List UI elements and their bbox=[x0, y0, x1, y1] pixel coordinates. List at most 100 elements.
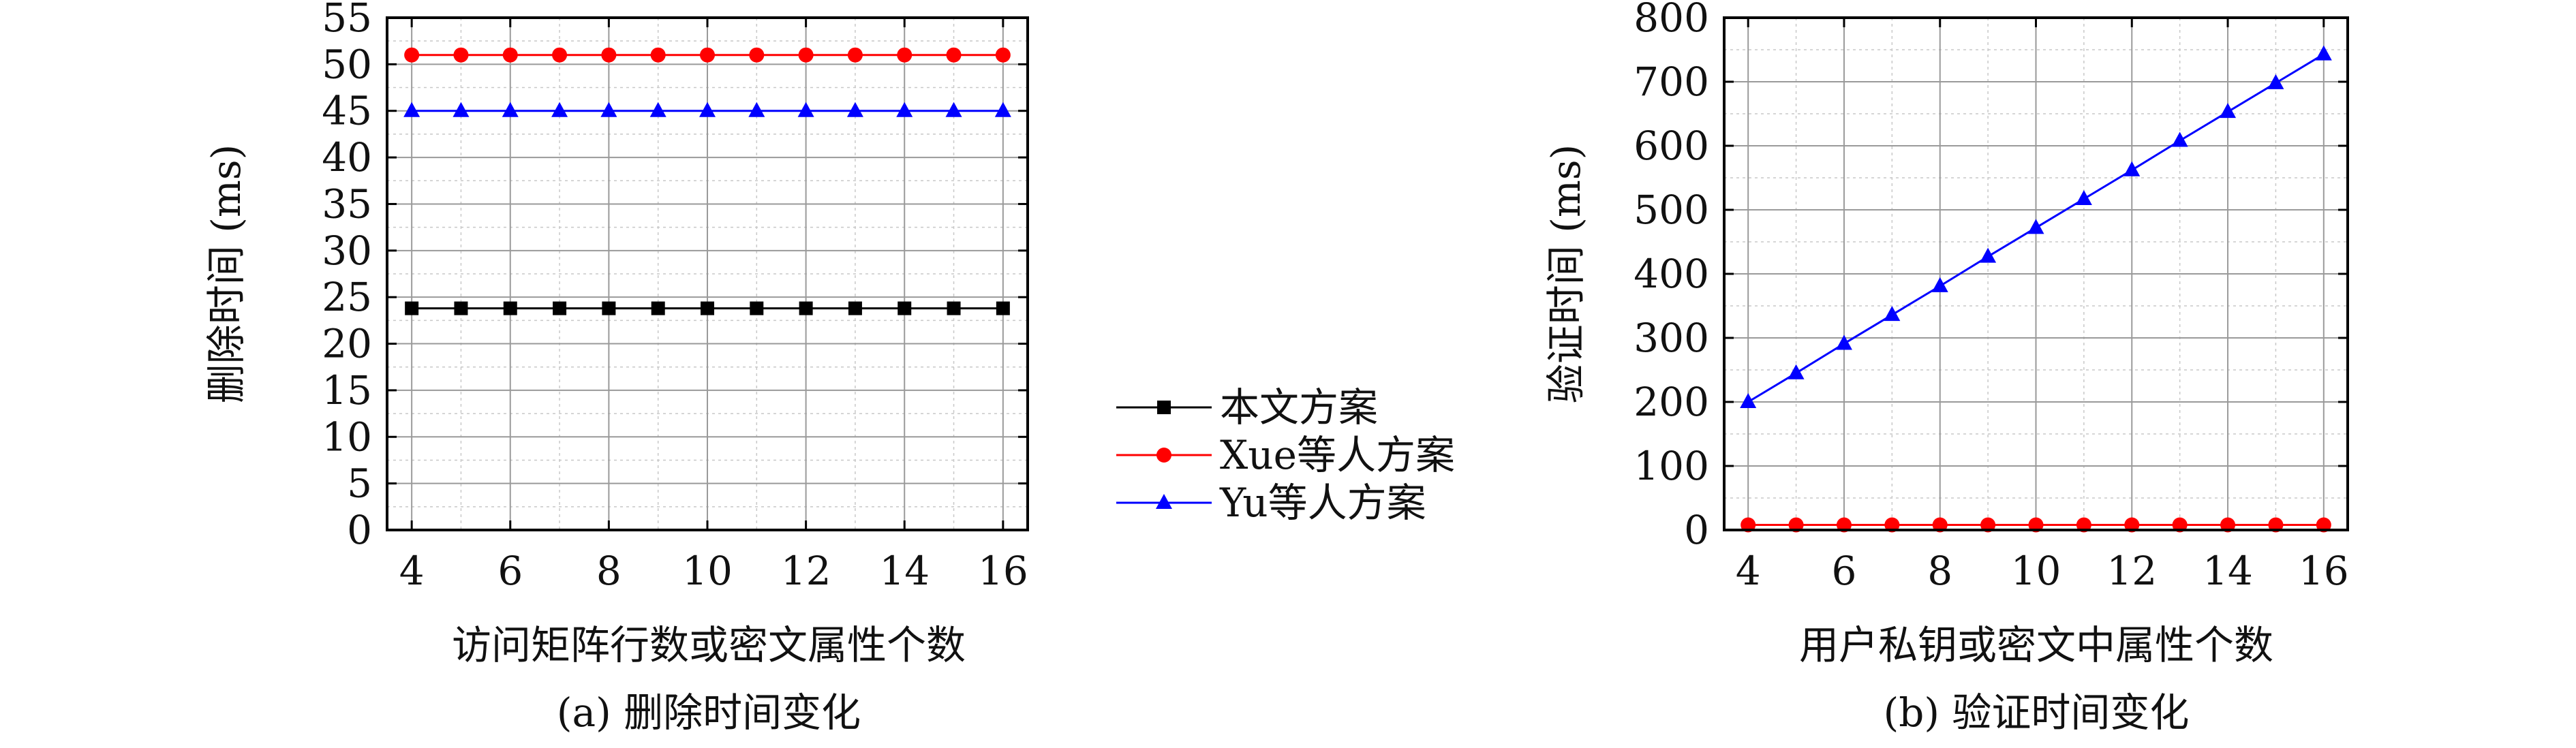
series-1 bbox=[1740, 45, 2332, 408]
y-tick-label: 0 bbox=[1684, 507, 1709, 553]
data-point bbox=[502, 102, 519, 117]
data-point bbox=[1788, 517, 1804, 533]
data-point bbox=[551, 102, 568, 117]
panel-a-delete-time: 4 6 8 10 12 14 160510152025303540455055访问矩阵行数或… bbox=[203, 0, 1029, 736]
data-point bbox=[995, 47, 1011, 63]
x-tick-label: 6 bbox=[1832, 548, 1857, 594]
data-point bbox=[798, 47, 814, 63]
data-point bbox=[749, 47, 765, 63]
y-tick-label: 30 bbox=[322, 228, 372, 274]
data-point bbox=[1931, 277, 1948, 292]
x-tick-label: 10 bbox=[682, 548, 733, 594]
y-tick-label: 25 bbox=[322, 274, 372, 320]
plot-frame bbox=[1723, 16, 2349, 531]
data-point bbox=[649, 102, 666, 117]
y-tick-label: 700 bbox=[1634, 59, 1709, 105]
data-point bbox=[2220, 103, 2237, 119]
data-point bbox=[701, 301, 714, 315]
y-tick-label: 15 bbox=[322, 367, 372, 414]
data-point bbox=[1836, 517, 1852, 533]
data-point bbox=[600, 102, 617, 117]
data-point bbox=[2316, 517, 2331, 533]
data-point bbox=[601, 47, 617, 63]
panel-caption: (b) 验证时间变化 bbox=[1884, 689, 2190, 736]
data-point bbox=[602, 301, 616, 315]
legend-marker bbox=[1157, 401, 1171, 414]
panel-b-verify-time: 4 6 8 10 12 14 16 0 100 200 300 400 500 600 700 800 用户私钥… bbox=[1543, 0, 2349, 736]
x-tick-label: 14 bbox=[879, 548, 930, 594]
panel-caption: (a) 删除时间变化 bbox=[557, 689, 861, 736]
y-tick-label: 600 bbox=[1634, 123, 1709, 169]
data-point bbox=[1741, 517, 1756, 533]
data-point bbox=[650, 47, 666, 63]
legend-label: 本文方案 bbox=[1220, 384, 1378, 431]
y-tick-label: 20 bbox=[322, 321, 372, 367]
legend-entry: 本文方案 bbox=[1116, 384, 1378, 431]
data-point bbox=[2123, 161, 2141, 176]
data-point bbox=[1932, 517, 1948, 533]
series-0 bbox=[1741, 517, 2331, 533]
data-point bbox=[1884, 517, 1900, 533]
y-tick-label: 100 bbox=[1634, 443, 1709, 489]
data-point bbox=[553, 301, 567, 315]
data-point bbox=[503, 301, 517, 315]
y-tick-label: 5 bbox=[347, 461, 372, 507]
data-point bbox=[1884, 306, 1901, 322]
data-point bbox=[946, 47, 962, 63]
data-point bbox=[1835, 334, 1852, 350]
y-tick-label: 400 bbox=[1634, 251, 1709, 297]
data-point bbox=[797, 102, 814, 117]
y-tick-label: 10 bbox=[322, 414, 372, 460]
data-point bbox=[699, 102, 716, 117]
y-tick-label: 55 bbox=[322, 0, 372, 41]
x-tick-label: 8 bbox=[596, 548, 622, 594]
plot-frame bbox=[386, 16, 1029, 531]
data-point bbox=[947, 301, 961, 315]
x-tick-label: 14 bbox=[2203, 548, 2253, 594]
data-point bbox=[2268, 517, 2284, 533]
data-point bbox=[2315, 45, 2332, 61]
data-point bbox=[1740, 393, 1757, 408]
x-tick-label: 6 bbox=[497, 548, 523, 594]
x-tick-label: 8 bbox=[1927, 548, 1952, 594]
data-point bbox=[2075, 190, 2092, 206]
data-point bbox=[2028, 517, 2044, 533]
legend-marker bbox=[1156, 448, 1171, 463]
data-point bbox=[453, 47, 469, 63]
y-tick-label: 200 bbox=[1634, 379, 1709, 425]
data-point bbox=[2124, 517, 2140, 533]
data-point bbox=[750, 301, 764, 315]
data-point bbox=[454, 301, 468, 315]
data-point bbox=[748, 102, 765, 117]
data-point bbox=[403, 102, 420, 117]
data-point bbox=[404, 47, 420, 63]
data-point bbox=[1980, 517, 1996, 533]
data-point bbox=[846, 102, 863, 117]
legend-entry: Xue等人方案 bbox=[1116, 432, 1455, 478]
data-point bbox=[994, 102, 1011, 117]
data-point bbox=[552, 47, 568, 63]
y-tick-label: 800 bbox=[1634, 0, 1709, 41]
data-point bbox=[502, 47, 518, 63]
legend-label: Xue等人方案 bbox=[1220, 432, 1455, 478]
y-tick-label: 300 bbox=[1634, 315, 1709, 361]
x-axis-label: 访问矩阵行数或密文属性个数 bbox=[452, 622, 966, 668]
series-0 bbox=[405, 301, 1010, 315]
data-point bbox=[799, 301, 813, 315]
y-axis-label: 验证时间 (ms) bbox=[1543, 144, 1589, 403]
y-tick-label: 500 bbox=[1634, 187, 1709, 233]
y-tick-label: 0 bbox=[347, 507, 372, 553]
major-grid bbox=[1724, 17, 2348, 531]
series-1 bbox=[404, 47, 1011, 63]
legend-marker bbox=[1156, 494, 1172, 509]
data-point bbox=[896, 102, 913, 117]
data-point bbox=[2220, 517, 2236, 533]
data-point bbox=[1788, 364, 1805, 379]
data-point bbox=[2172, 517, 2188, 533]
data-point bbox=[898, 301, 912, 315]
y-tick-label: 40 bbox=[322, 134, 372, 181]
x-tick-label: 16 bbox=[2299, 548, 2349, 594]
y-tick-label: 45 bbox=[322, 88, 372, 134]
